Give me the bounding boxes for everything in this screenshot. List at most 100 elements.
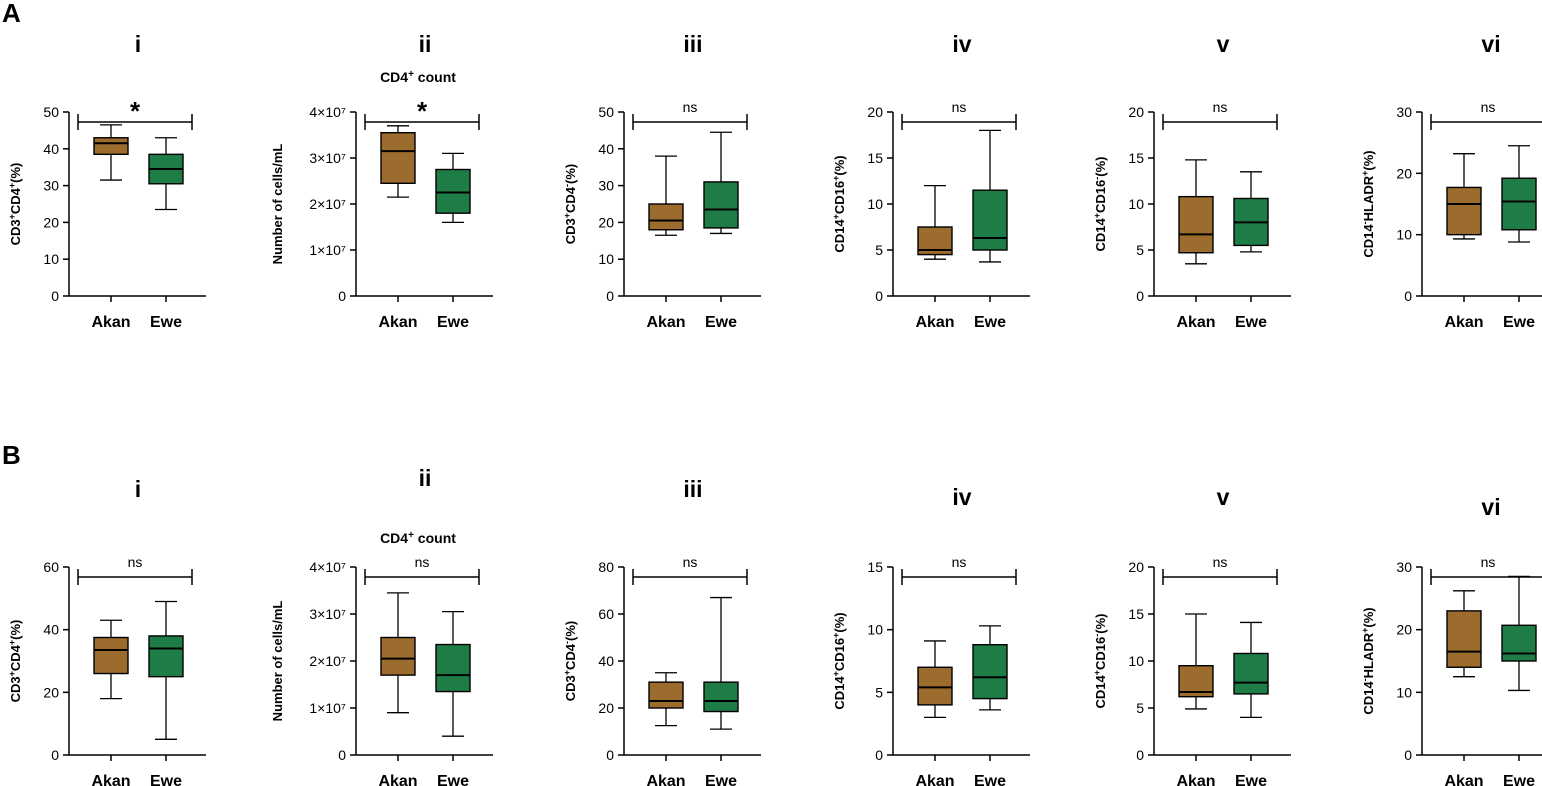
y-tick-label: 20: [1396, 165, 1412, 181]
y-tick-label: 20: [1128, 104, 1144, 120]
y-tick-label: 40: [43, 141, 59, 157]
y-tick-label: 20: [867, 104, 883, 120]
box-akan: [1446, 610, 1482, 668]
y-axis-label: CD3+CD4-(%): [562, 164, 578, 245]
y-axis-label: CD14-HLADR+(%): [1360, 607, 1376, 714]
significance-label: ns: [683, 554, 698, 570]
y-tick-label: 40: [598, 653, 614, 669]
chart-panel-b-iii: iii 0 20 40 60 80 Akan Ewe CD3+CD4-(%) ns: [562, 476, 761, 786]
x-tick-label-ewe: Ewe: [705, 314, 737, 331]
x-tick-label-akan: Akan: [646, 773, 685, 786]
y-axis-label: CD14+CD16+(%): [831, 612, 847, 709]
box-ewe: [1501, 624, 1537, 662]
y-tick-label: 10: [1396, 684, 1412, 700]
box-akan: [648, 203, 684, 231]
y-tick-label: 20: [1128, 559, 1144, 575]
y-tick-label: 30: [43, 178, 59, 194]
y-tick-label: 10: [867, 196, 883, 212]
chart-subtitle: vi: [1481, 31, 1500, 57]
y-tick-label: 80: [598, 559, 614, 575]
y-axis-label: CD3+CD4+(%): [7, 163, 23, 246]
y-tick-label: 10: [1128, 653, 1144, 669]
chart-subtitle: vi: [1481, 494, 1500, 520]
y-tick-label: 20: [598, 700, 614, 716]
y-tick-label: 40: [598, 141, 614, 157]
y-tick-label: 30: [1396, 104, 1412, 120]
significance-label: ns: [952, 554, 967, 570]
y-tick-label: 0: [1404, 288, 1412, 304]
y-tick-label: 0: [51, 288, 59, 304]
box-akan: [1446, 186, 1482, 236]
significance-label: ns: [952, 99, 967, 115]
x-tick-label-akan: Akan: [646, 314, 685, 331]
x-tick-label-ewe: Ewe: [974, 314, 1006, 331]
x-tick-label-ewe: Ewe: [1503, 314, 1535, 331]
y-axis-label: CD14-HLADR+(%): [1360, 150, 1376, 257]
chart-title: CD4+ count: [380, 69, 456, 86]
y-tick-label: 0: [1136, 747, 1144, 763]
box-ewe: [703, 681, 739, 713]
box-ewe: [703, 181, 739, 229]
x-tick-label-akan: Akan: [915, 314, 954, 331]
chart-subtitle: v: [1217, 484, 1230, 510]
x-tick-label-akan: Akan: [91, 314, 130, 331]
box-ewe: [435, 643, 471, 693]
x-tick-label-akan: Akan: [1444, 773, 1483, 786]
x-tick-label-ewe: Ewe: [974, 773, 1006, 786]
y-tick-label: 60: [43, 559, 59, 575]
y-tick-label: 10: [1128, 196, 1144, 212]
box-akan: [1178, 195, 1214, 254]
significance-label: ns: [683, 99, 698, 115]
y-tick-label: 0: [606, 288, 614, 304]
y-tick-label: 5: [875, 684, 883, 700]
chart-panel-b-vi: vi 0 10 20 30 Akan Ewe CD14-HLADR+(%) ns: [1360, 494, 1542, 786]
x-tick-label-ewe: Ewe: [705, 773, 737, 786]
y-axis-label: CD3+CD4-(%): [562, 621, 578, 702]
y-tick-label: 15: [1128, 606, 1144, 622]
box-akan: [380, 636, 416, 676]
x-tick-label-akan: Akan: [1444, 314, 1483, 331]
x-tick-label-akan: Akan: [1176, 773, 1215, 786]
chart-title: CD4+ count: [380, 530, 456, 547]
y-tick-label: 0: [338, 288, 346, 304]
chart-panel-b-iv: iv 0 5 10 15 Akan Ewe CD14+CD16+(%) ns: [831, 484, 1030, 786]
y-tick-label: 0: [606, 747, 614, 763]
chart-panel-b-ii: ii CD4+ count 0 1×10⁷ 2×10⁷ 3×10⁷ 4×10⁷ Akan Ewe…: [270, 465, 493, 786]
y-tick-label: 30: [598, 178, 614, 194]
chart-panel-a-ii: ii CD4+ count 0 1×10⁷ 2×10⁷ 3×10⁷ 4×10⁷ Akan Ewe…: [270, 31, 493, 331]
chart-panel-b-i: i 0 20 40 60 Akan Ewe CD3+CD4+(%) ns: [7, 476, 206, 786]
x-tick-label-ewe: Ewe: [437, 773, 469, 786]
box-ewe: [148, 635, 184, 678]
box-ewe: [1233, 652, 1269, 695]
significance-label: ns: [1213, 99, 1228, 115]
significance-label: ns: [1481, 99, 1496, 115]
y-tick-label: 1×10⁷: [309, 242, 346, 258]
x-tick-label-ewe: Ewe: [1235, 314, 1267, 331]
y-axis-label: CD14+CD16-(%): [1092, 614, 1108, 709]
y-tick-label: 0: [1404, 747, 1412, 763]
y-tick-label: 30: [1396, 559, 1412, 575]
box-ewe: [435, 168, 471, 214]
y-tick-label: 5: [875, 242, 883, 258]
y-tick-label: 0: [875, 288, 883, 304]
chart-subtitle: iv: [952, 484, 971, 510]
significance-label: *: [130, 96, 141, 126]
y-tick-label: 3×10⁷: [309, 150, 346, 166]
box-akan: [93, 636, 129, 675]
y-tick-label: 5: [1136, 700, 1144, 716]
chart-panel-a-iii: iii 0 10 20 30 40 50 Akan Ewe CD3+CD4-(%) ns: [562, 31, 761, 331]
y-tick-label: 10: [867, 622, 883, 638]
y-tick-label: 20: [43, 214, 59, 230]
y-tick-label: 10: [43, 251, 59, 267]
y-tick-label: 50: [43, 104, 59, 120]
y-tick-label: 50: [598, 104, 614, 120]
significance-label: *: [417, 96, 428, 126]
chart-panel-b-v: v 0 5 10 15 20 Akan Ewe CD14+CD16-(%) ns: [1092, 484, 1291, 786]
y-tick-label: 2×10⁷: [309, 653, 346, 669]
box-ewe: [1501, 177, 1537, 231]
x-tick-label-ewe: Ewe: [150, 773, 182, 786]
y-axis-label: CD14+CD16+(%): [831, 155, 847, 252]
chart-subtitle: iii: [683, 31, 702, 57]
y-tick-label: 15: [867, 559, 883, 575]
